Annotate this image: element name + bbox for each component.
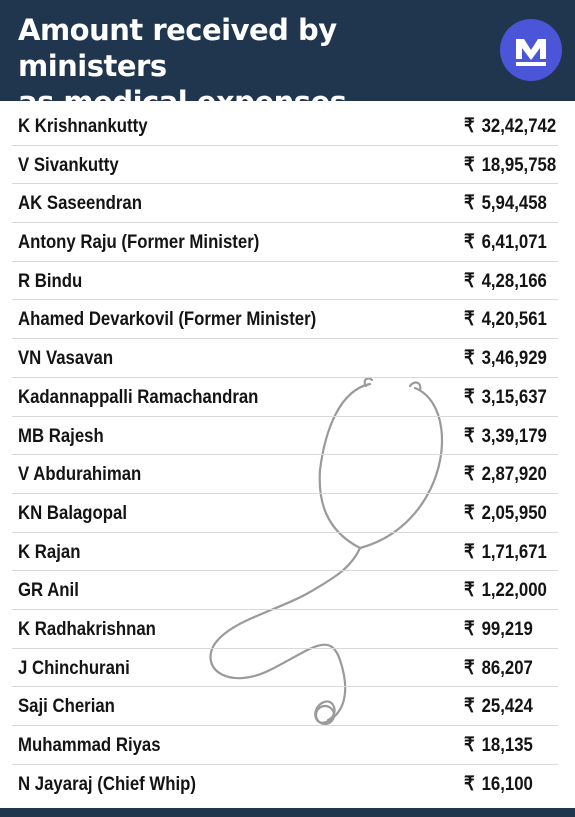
table-row: Muhammad Riyas ₹18,135 bbox=[12, 726, 558, 765]
page-title: Amount received by ministers as medical … bbox=[18, 12, 488, 120]
amount-number: 4,20,561 bbox=[481, 308, 547, 331]
minister-name: R Bindu bbox=[18, 269, 83, 292]
amount-value: ₹5,94,458 bbox=[464, 184, 547, 222]
minister-name: V Abdurahiman bbox=[18, 463, 142, 486]
table-row: R Bindu ₹4,28,166 bbox=[12, 262, 558, 301]
amount-number: 2,05,950 bbox=[481, 501, 547, 524]
amount-value: ₹99,219 bbox=[464, 610, 533, 648]
minister-name: Antony Raju (Former Minister) bbox=[18, 231, 260, 254]
amount-value: ₹2,87,920 bbox=[464, 455, 547, 493]
table-row: K Radhakrishnan ₹99,219 bbox=[12, 610, 558, 649]
rupee-symbol: ₹ bbox=[464, 347, 475, 370]
footer-bar bbox=[0, 808, 575, 817]
table-row: V Sivankutty ₹18,95,758 bbox=[12, 146, 558, 185]
amount-value: ₹16,100 bbox=[464, 765, 533, 803]
rupee-symbol: ₹ bbox=[464, 772, 475, 795]
amount-value: ₹4,20,561 bbox=[464, 300, 547, 338]
rupee-symbol: ₹ bbox=[464, 424, 475, 447]
table-row: Saji Cherian ₹25,424 bbox=[12, 687, 558, 726]
rupee-symbol: ₹ bbox=[464, 734, 475, 756]
table-row: GR Anil ₹1,22,000 bbox=[12, 571, 558, 610]
amount-value: ₹25,424 bbox=[464, 687, 533, 725]
rupee-symbol: ₹ bbox=[464, 656, 475, 679]
table-row: MB Rajesh ₹3,39,179 bbox=[12, 417, 558, 456]
rupee-symbol: ₹ bbox=[464, 269, 475, 292]
expense-table: K Krishnankutty ₹32,42,742 V Sivankutty ₹18… bbox=[0, 107, 575, 803]
minister-name: VN Vasavan bbox=[18, 347, 114, 370]
rupee-symbol: ₹ bbox=[464, 463, 475, 486]
table-row: K Rajan ₹1,71,671 bbox=[12, 533, 558, 572]
minister-name: AK Saseendran bbox=[18, 192, 142, 215]
amount-value: ₹32,42,742 bbox=[464, 107, 556, 145]
minister-name: GR Anil bbox=[18, 579, 79, 602]
rupee-symbol: ₹ bbox=[464, 153, 475, 176]
amount-value: ₹3,15,637 bbox=[464, 378, 547, 416]
minister-name: Ahamed Devarkovil (Former Minister) bbox=[18, 308, 317, 331]
amount-number: 99,219 bbox=[481, 617, 533, 640]
rupee-symbol: ₹ bbox=[464, 308, 475, 331]
amount-number: 3,46,929 bbox=[481, 347, 547, 370]
table-row: Kadannappalli Ramachandran ₹3,15,637 bbox=[12, 378, 558, 417]
table-row: KN Balagopal ₹2,05,950 bbox=[12, 494, 558, 533]
amount-number: 6,41,071 bbox=[481, 231, 547, 254]
amount-number: 86,207 bbox=[481, 656, 533, 679]
amount-number: 25,424 bbox=[481, 695, 533, 718]
amount-number: 32,42,742 bbox=[481, 115, 557, 137]
rupee-symbol: ₹ bbox=[464, 115, 475, 137]
minister-name: KN Balagopal bbox=[18, 501, 128, 524]
amount-number: 18,95,758 bbox=[481, 153, 557, 176]
minister-name: Saji Cherian bbox=[18, 695, 115, 718]
amount-value: ₹3,39,179 bbox=[464, 417, 547, 455]
amount-number: 16,100 bbox=[481, 772, 533, 795]
amount-number: 3,15,637 bbox=[481, 385, 547, 408]
amount-value: ₹3,46,929 bbox=[464, 339, 547, 377]
minister-name: Muhammad Riyas bbox=[18, 734, 161, 756]
amount-number: 3,39,179 bbox=[481, 424, 547, 447]
amount-number: 5,94,458 bbox=[481, 192, 547, 215]
rupee-symbol: ₹ bbox=[464, 617, 475, 640]
amount-number: 1,71,671 bbox=[481, 540, 547, 563]
minister-name: K Radhakrishnan bbox=[18, 617, 156, 640]
amount-value: ₹6,41,071 bbox=[464, 223, 547, 261]
amount-value: ₹18,95,758 bbox=[464, 146, 556, 184]
amount-number: 2,87,920 bbox=[481, 463, 547, 486]
table-row: V Abdurahiman ₹2,87,920 bbox=[12, 455, 558, 494]
table-row: AK Saseendran ₹5,94,458 bbox=[12, 184, 558, 224]
minister-name: N Jayaraj (Chief Whip) bbox=[18, 772, 196, 795]
brand-logo bbox=[500, 19, 562, 81]
rupee-symbol: ₹ bbox=[464, 501, 475, 524]
minister-name: K Rajan bbox=[18, 540, 81, 563]
title-line-2: as medical expenses bbox=[18, 85, 347, 119]
amount-number: 18,135 bbox=[481, 734, 533, 756]
amount-value: ₹4,28,166 bbox=[464, 262, 547, 300]
rupee-symbol: ₹ bbox=[464, 192, 475, 215]
table-row: K Krishnankutty ₹32,42,742 bbox=[12, 107, 558, 146]
table-row: J Chinchurani ₹86,207 bbox=[12, 649, 558, 688]
amount-value: ₹2,05,950 bbox=[464, 494, 547, 532]
rupee-symbol: ₹ bbox=[464, 579, 475, 602]
rupee-symbol: ₹ bbox=[464, 695, 475, 718]
amount-value: ₹18,135 bbox=[464, 726, 533, 764]
table-row: Ahamed Devarkovil (Former Minister) ₹4,20… bbox=[12, 300, 558, 340]
amount-value: ₹1,22,000 bbox=[464, 571, 547, 609]
minister-name: V Sivankutty bbox=[18, 153, 119, 176]
title-line-1: Amount received by ministers bbox=[18, 13, 337, 83]
amount-value: ₹1,71,671 bbox=[464, 533, 547, 571]
rupee-symbol: ₹ bbox=[464, 231, 475, 254]
minister-name: J Chinchurani bbox=[18, 656, 130, 679]
minister-name: K Krishnankutty bbox=[18, 115, 148, 137]
minister-name: Kadannappalli Ramachandran bbox=[18, 385, 259, 408]
logo-mark-icon bbox=[516, 39, 546, 66]
table-row: Antony Raju (Former Minister) ₹6,41,071 bbox=[12, 223, 558, 262]
table-row: N Jayaraj (Chief Whip) ₹16,100 bbox=[12, 765, 558, 804]
minister-name: MB Rajesh bbox=[18, 424, 104, 447]
amount-value: ₹86,207 bbox=[464, 649, 533, 687]
amount-number: 1,22,000 bbox=[481, 579, 547, 602]
rupee-symbol: ₹ bbox=[464, 540, 475, 563]
header: Amount received by ministers as medical … bbox=[0, 0, 575, 119]
rupee-symbol: ₹ bbox=[464, 385, 475, 408]
table-row: VN Vasavan ₹3,46,929 bbox=[12, 339, 558, 378]
amount-number: 4,28,166 bbox=[481, 269, 547, 292]
